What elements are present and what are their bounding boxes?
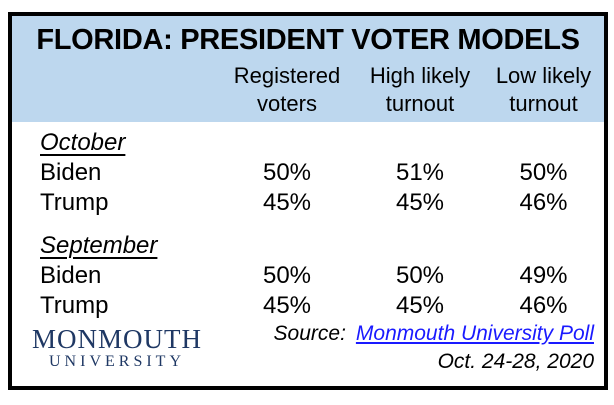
value-cell: 45% xyxy=(262,292,312,319)
monmouth-university-logo: MONMOUTH UNIVERSITY xyxy=(32,325,202,371)
table-body: October Biden 50% 51% 50% Trump 45% 45% … xyxy=(12,122,604,320)
value-cell: 50% xyxy=(519,159,568,186)
value-cell: 50% xyxy=(395,262,445,289)
table-row: Biden 50% 50% 49% xyxy=(12,261,604,291)
column-header-spacer xyxy=(12,62,217,118)
value-cell: 50% xyxy=(262,262,312,289)
column-header-registered-voters: Registered voters xyxy=(233,63,341,116)
table-frame: FLORIDA: PRESIDENT VOTER MODELS Register… xyxy=(8,12,608,390)
column-header-row: Registered voters High likely turnout Lo… xyxy=(12,58,604,118)
section-label-row: September xyxy=(12,231,604,261)
source-attribution: Source: Monmouth University Poll Oct. 24-… xyxy=(274,320,594,376)
source-line: Source: Monmouth University Poll xyxy=(274,320,594,348)
candidate-name: Trump xyxy=(40,292,109,319)
section-label-row: October xyxy=(12,128,604,158)
value-cell: 45% xyxy=(262,189,312,216)
section-separator xyxy=(12,218,604,231)
table-row: Trump 45% 45% 46% xyxy=(12,188,604,218)
logo-wordmark-university: UNIVERSITY xyxy=(49,353,185,370)
section-september: September Biden 50% 50% 49% Trump 45% 45… xyxy=(12,231,604,321)
logo-wordmark-monmouth: MONMOUTH xyxy=(32,324,202,354)
column-header-high-likely-turnout: High likely turnout xyxy=(369,63,471,116)
table-row: Trump 45% 45% 46% xyxy=(12,291,604,321)
source-label: Source: xyxy=(273,322,346,345)
section-label-september: September xyxy=(40,232,158,259)
source-date: Oct. 24-28, 2020 xyxy=(437,350,594,373)
candidate-name: Trump xyxy=(40,189,109,216)
value-cell: 50% xyxy=(262,159,312,186)
column-header-low-likely-turnout: Low likely turnout xyxy=(495,63,592,116)
candidate-name: Biden xyxy=(40,262,102,289)
section-october: October Biden 50% 51% 50% Trump 45% 45% … xyxy=(12,128,604,218)
value-cell: 49% xyxy=(519,262,568,289)
section-label-october: October xyxy=(40,129,126,156)
value-cell: 46% xyxy=(519,292,568,319)
value-cell: 46% xyxy=(519,189,568,216)
table-footer: MONMOUTH UNIVERSITY Source: Monmouth Univ… xyxy=(12,320,604,386)
table-row: Biden 50% 51% 50% xyxy=(12,158,604,188)
candidate-name: Biden xyxy=(40,159,102,186)
table-title: FLORIDA: PRESIDENT VOTER MODELS xyxy=(36,24,580,56)
source-link[interactable]: Monmouth University Poll xyxy=(355,322,594,345)
value-cell: 45% xyxy=(395,292,445,319)
value-cell: 45% xyxy=(395,189,445,216)
table-header-band: FLORIDA: PRESIDENT VOTER MODELS Register… xyxy=(12,16,604,122)
value-cell: 51% xyxy=(395,159,445,186)
